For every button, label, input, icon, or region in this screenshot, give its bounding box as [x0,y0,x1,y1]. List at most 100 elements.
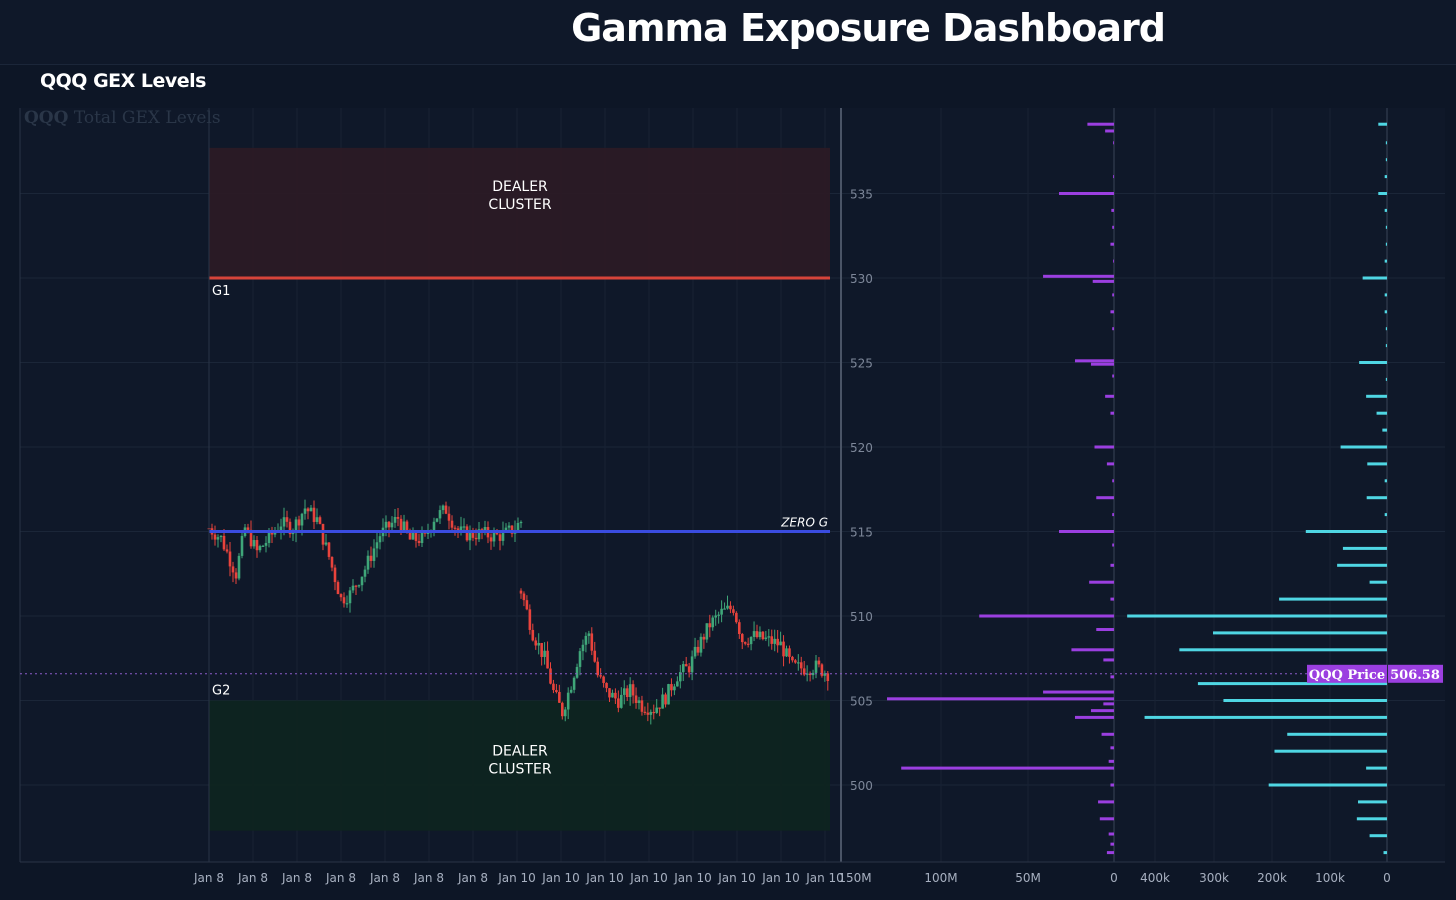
candle-body [390,522,394,528]
x-tick-label: Jan 10 [673,871,712,885]
candle-body [330,556,334,568]
candle-body [794,660,797,663]
candle-body [375,542,379,549]
gex-bar-purple [1090,362,1114,366]
candle-body [300,513,304,526]
candle-body [252,540,256,547]
gex-bar-purple [1092,279,1114,283]
gex-bar-cyan [1356,817,1387,821]
candle-body [755,631,759,638]
gex-bar-cyan [1385,242,1387,246]
candle-body [799,662,803,669]
gex-bar-purple [1043,690,1114,694]
gex-bar-purple [1110,842,1114,846]
candle-body [732,609,735,613]
candle-body [402,521,406,531]
dealer-cluster-zone [209,147,830,278]
gex-bar-purple [1112,293,1114,297]
candle-body [720,608,723,615]
gex-bar-cyan [1268,783,1387,787]
candle-body [447,513,451,521]
gex-bar-purple [1111,208,1114,212]
gex-bar-cyan [1337,563,1387,567]
gex-bar-purple [1110,310,1114,314]
gex-bar-cyan [1274,749,1387,753]
gex-bar-cyan [1384,259,1387,263]
candle-body [378,536,382,543]
candle-body [267,531,271,543]
candle-body [489,537,493,542]
candle-body [729,605,732,610]
candle-body [366,555,370,570]
candle-body [702,636,706,640]
candle-body [770,636,774,644]
candle-body [581,644,585,652]
candle-body [743,642,747,644]
candle-body [673,686,676,691]
candle-body [432,521,436,532]
candle-body [231,566,235,573]
candle-body [495,532,499,535]
candle-body [255,540,259,551]
candle-body [684,664,688,667]
current-price-marker[interactable]: QQQ Price 506.58 [20,664,1445,683]
gex-bar-purple [1096,496,1114,500]
candle-body [664,694,667,705]
gex-bar-cyan [1385,158,1387,162]
gex-bar-purple [1074,359,1114,363]
candle-body [602,676,605,683]
gex-bar-cyan [1213,631,1387,635]
candle-body [408,531,412,540]
candle-body [543,650,546,657]
candle-body [288,521,292,535]
candle-body [558,691,561,703]
candle-body [285,517,289,522]
x-tick-label: Jan 8 [369,871,400,885]
candle-body [767,636,771,638]
candle-body [617,698,620,708]
candle-body [534,640,538,646]
candle-body [420,532,424,543]
candle-body [540,642,543,657]
candle-body [676,681,679,687]
candle-body [817,660,821,665]
candle-body [450,520,454,528]
gex-bar-purple [1112,327,1114,331]
candle-body [723,608,726,610]
candle-body [773,638,776,644]
gex-bar-cyan [1384,310,1387,314]
candle-body [776,638,779,646]
chart-watermark: QQQ Total GEX Levels [24,108,221,128]
candle-body [345,603,349,605]
x-tick-label: Jan 10 [585,871,624,885]
candle-body [649,711,653,715]
gex-bar-purple [1110,783,1114,787]
candle-body [531,629,535,641]
candle-body [746,643,750,645]
candle-body [805,673,809,675]
candle-body [696,646,700,653]
candle-body [572,677,576,690]
gex-bar-cyan [1369,834,1387,838]
gex-bar-purple [1089,580,1114,584]
x-tick-label: Jan 10 [805,871,844,885]
candle-body [360,576,364,586]
candle-body [549,668,552,684]
gex-bar-cyan [1385,344,1387,348]
gex-bar-purple [1059,530,1114,533]
price-tag-value: 506.58 [1390,668,1440,683]
candle-body [459,526,463,532]
gex-bar-cyan [1366,766,1387,770]
gex-bar-cyan [1378,122,1387,126]
candle-body [802,668,806,675]
candle-body [465,526,469,541]
candle-body [309,507,313,512]
gex-bar-purple [1110,242,1114,246]
zone-label: DEALER [492,179,548,195]
candle-body [667,684,670,705]
candle-body [237,555,241,579]
candle-body [640,700,644,712]
candlestick-series [207,499,830,725]
gex-bar-purple [1087,122,1114,126]
